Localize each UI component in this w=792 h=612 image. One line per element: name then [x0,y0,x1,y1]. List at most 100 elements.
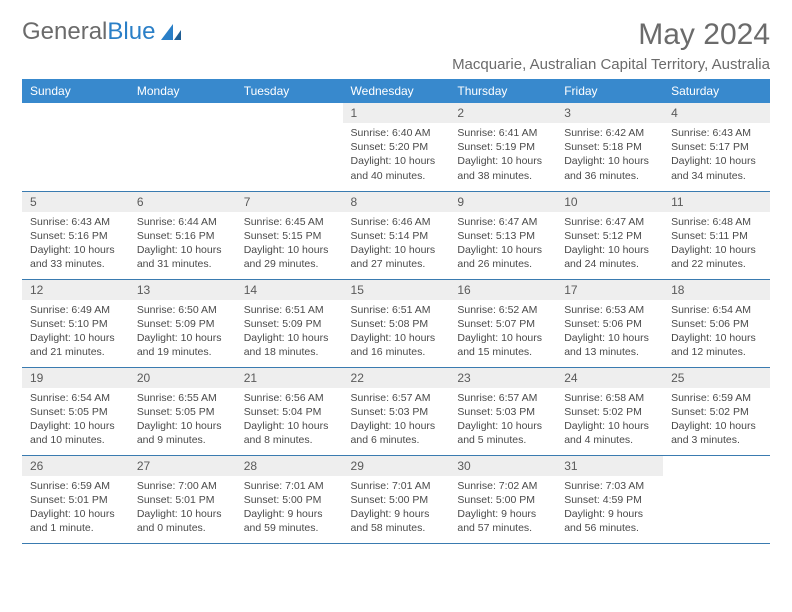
day-data: Sunrise: 6:42 AMSunset: 5:18 PMDaylight:… [556,123,663,187]
calendar-week-row: 12Sunrise: 6:49 AMSunset: 5:10 PMDayligh… [22,279,770,367]
calendar-day-cell: 12Sunrise: 6:49 AMSunset: 5:10 PMDayligh… [22,279,129,367]
day-number: 9 [449,192,556,212]
sunset-line: Sunset: 5:06 PM [671,317,762,331]
day-data: Sunrise: 6:41 AMSunset: 5:19 PMDaylight:… [449,123,556,187]
day-data: Sunrise: 6:56 AMSunset: 5:04 PMDaylight:… [236,388,343,452]
sunrise-line: Sunrise: 6:47 AM [564,215,655,229]
weekday-header: Friday [556,79,663,103]
daylight-line: Daylight: 9 hours and 59 minutes. [244,507,335,535]
day-number: 29 [343,456,450,476]
sunset-line: Sunset: 5:20 PM [351,140,442,154]
sunset-line: Sunset: 5:03 PM [457,405,548,419]
sunset-line: Sunset: 5:15 PM [244,229,335,243]
sunrise-line: Sunrise: 6:49 AM [30,303,121,317]
calendar-body: 1Sunrise: 6:40 AMSunset: 5:20 PMDaylight… [22,103,770,543]
sunset-line: Sunset: 5:02 PM [671,405,762,419]
calendar-day-cell: 25 Sunrise: 6:59 AMSunset: 5:02 PMDayligh… [663,367,770,455]
month-title: May 2024 [452,18,770,52]
day-number: 16 [449,280,556,300]
daylight-line: Daylight: 10 hours and 8 minutes. [244,419,335,447]
sunset-line: Sunset: 5:07 PM [457,317,548,331]
calendar-day-cell: 18Sunrise: 6:54 AMSunset: 5:06 PMDayligh… [663,279,770,367]
brand-logo: GeneralBlue [22,18,185,46]
sunrise-line: Sunrise: 6:41 AM [457,126,548,140]
day-data: Sunrise: 6:47 AMSunset: 5:12 PMDaylight:… [556,212,663,276]
daylight-line: Daylight: 10 hours and 18 minutes. [244,331,335,359]
daylight-line: Daylight: 10 hours and 15 minutes. [457,331,548,359]
day-data: Sunrise: 6:54 AMSunset: 5:06 PMDaylight:… [663,300,770,364]
sunset-line: Sunset: 5:01 PM [137,493,228,507]
calendar-day-cell [663,455,770,543]
daylight-line: Daylight: 10 hours and 5 minutes. [457,419,548,447]
weekday-header: Wednesday [343,79,450,103]
day-data: Sunrise: 7:03 AMSunset: 4:59 PMDaylight:… [556,476,663,540]
day-number: 11 [663,192,770,212]
calendar-day-cell: 19Sunrise: 6:54 AMSunset: 5:05 PMDayligh… [22,367,129,455]
sunrise-line: Sunrise: 6:51 AM [351,303,442,317]
sunset-line: Sunset: 5:14 PM [351,229,442,243]
day-data: Sunrise: 6:57 AMSunset: 5:03 PMDaylight:… [343,388,450,452]
calendar-day-cell: 7Sunrise: 6:45 AMSunset: 5:15 PMDaylight… [236,191,343,279]
calendar-day-cell: 15Sunrise: 6:51 AMSunset: 5:08 PMDayligh… [343,279,450,367]
location-label: Macquarie, Australian Capital Territory,… [452,56,770,73]
sunset-line: Sunset: 5:09 PM [244,317,335,331]
calendar-day-cell: 10Sunrise: 6:47 AMSunset: 5:12 PMDayligh… [556,191,663,279]
daylight-line: Daylight: 10 hours and 31 minutes. [137,243,228,271]
sunrise-line: Sunrise: 6:58 AM [564,391,655,405]
weekday-header: Tuesday [236,79,343,103]
day-data: Sunrise: 7:00 AMSunset: 5:01 PMDaylight:… [129,476,236,540]
day-number: 17 [556,280,663,300]
day-number: 22 [343,368,450,388]
day-number: 21 [236,368,343,388]
day-number: 12 [22,280,129,300]
daylight-line: Daylight: 10 hours and 34 minutes. [671,154,762,182]
day-data: Sunrise: 7:01 AMSunset: 5:00 PMDaylight:… [236,476,343,540]
sunrise-line: Sunrise: 6:59 AM [671,391,762,405]
sunrise-line: Sunrise: 6:46 AM [351,215,442,229]
day-data: Sunrise: 6:57 AMSunset: 5:03 PMDaylight:… [449,388,556,452]
daylight-line: Daylight: 10 hours and 16 minutes. [351,331,442,359]
day-number: 25 [663,368,770,388]
sunset-line: Sunset: 5:18 PM [564,140,655,154]
sunset-line: Sunset: 5:16 PM [30,229,121,243]
calendar-day-cell: 11Sunrise: 6:48 AMSunset: 5:11 PMDayligh… [663,191,770,279]
page-header: GeneralBlue May 2024 Macquarie, Australi… [22,18,770,73]
sunset-line: Sunset: 5:16 PM [137,229,228,243]
weekday-header: Monday [129,79,236,103]
day-number: 6 [129,192,236,212]
calendar-head: SundayMondayTuesdayWednesdayThursdayFrid… [22,79,770,103]
sunset-line: Sunset: 5:09 PM [137,317,228,331]
calendar-day-cell: 28Sunrise: 7:01 AMSunset: 5:00 PMDayligh… [236,455,343,543]
calendar-day-cell: 6Sunrise: 6:44 AMSunset: 5:16 PMDaylight… [129,191,236,279]
sunset-line: Sunset: 5:08 PM [351,317,442,331]
day-data: Sunrise: 6:46 AMSunset: 5:14 PMDaylight:… [343,212,450,276]
weekday-header: Sunday [22,79,129,103]
sunrise-line: Sunrise: 7:01 AM [351,479,442,493]
day-data: Sunrise: 6:52 AMSunset: 5:07 PMDaylight:… [449,300,556,364]
calendar-day-cell: 3Sunrise: 6:42 AMSunset: 5:18 PMDaylight… [556,103,663,191]
sunset-line: Sunset: 5:17 PM [671,140,762,154]
daylight-line: Daylight: 10 hours and 1 minute. [30,507,121,535]
brand-part2: Blue [107,18,155,46]
sunrise-line: Sunrise: 6:44 AM [137,215,228,229]
day-data: Sunrise: 7:01 AMSunset: 5:00 PMDaylight:… [343,476,450,540]
calendar-day-cell: 22Sunrise: 6:57 AMSunset: 5:03 PMDayligh… [343,367,450,455]
day-number: 13 [129,280,236,300]
sunrise-line: Sunrise: 6:51 AM [244,303,335,317]
calendar-day-cell [236,103,343,191]
day-data: Sunrise: 6:43 AMSunset: 5:16 PMDaylight:… [22,212,129,276]
day-data: Sunrise: 6:51 AMSunset: 5:08 PMDaylight:… [343,300,450,364]
day-data: Sunrise: 6:53 AMSunset: 5:06 PMDaylight:… [556,300,663,364]
calendar-day-cell [129,103,236,191]
calendar-day-cell: 27Sunrise: 7:00 AMSunset: 5:01 PMDayligh… [129,455,236,543]
daylight-line: Daylight: 10 hours and 21 minutes. [30,331,121,359]
sunrise-line: Sunrise: 7:00 AM [137,479,228,493]
sunrise-line: Sunrise: 6:52 AM [457,303,548,317]
logo-sail-icon [159,22,185,42]
sunset-line: Sunset: 5:00 PM [351,493,442,507]
day-data: Sunrise: 6:44 AMSunset: 5:16 PMDaylight:… [129,212,236,276]
sunrise-line: Sunrise: 6:50 AM [137,303,228,317]
day-number: 19 [22,368,129,388]
daylight-line: Daylight: 10 hours and 3 minutes. [671,419,762,447]
calendar-day-cell: 30Sunrise: 7:02 AMSunset: 5:00 PMDayligh… [449,455,556,543]
